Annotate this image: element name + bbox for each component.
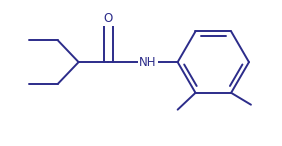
Text: O: O <box>104 12 113 25</box>
Text: NH: NH <box>139 56 157 69</box>
